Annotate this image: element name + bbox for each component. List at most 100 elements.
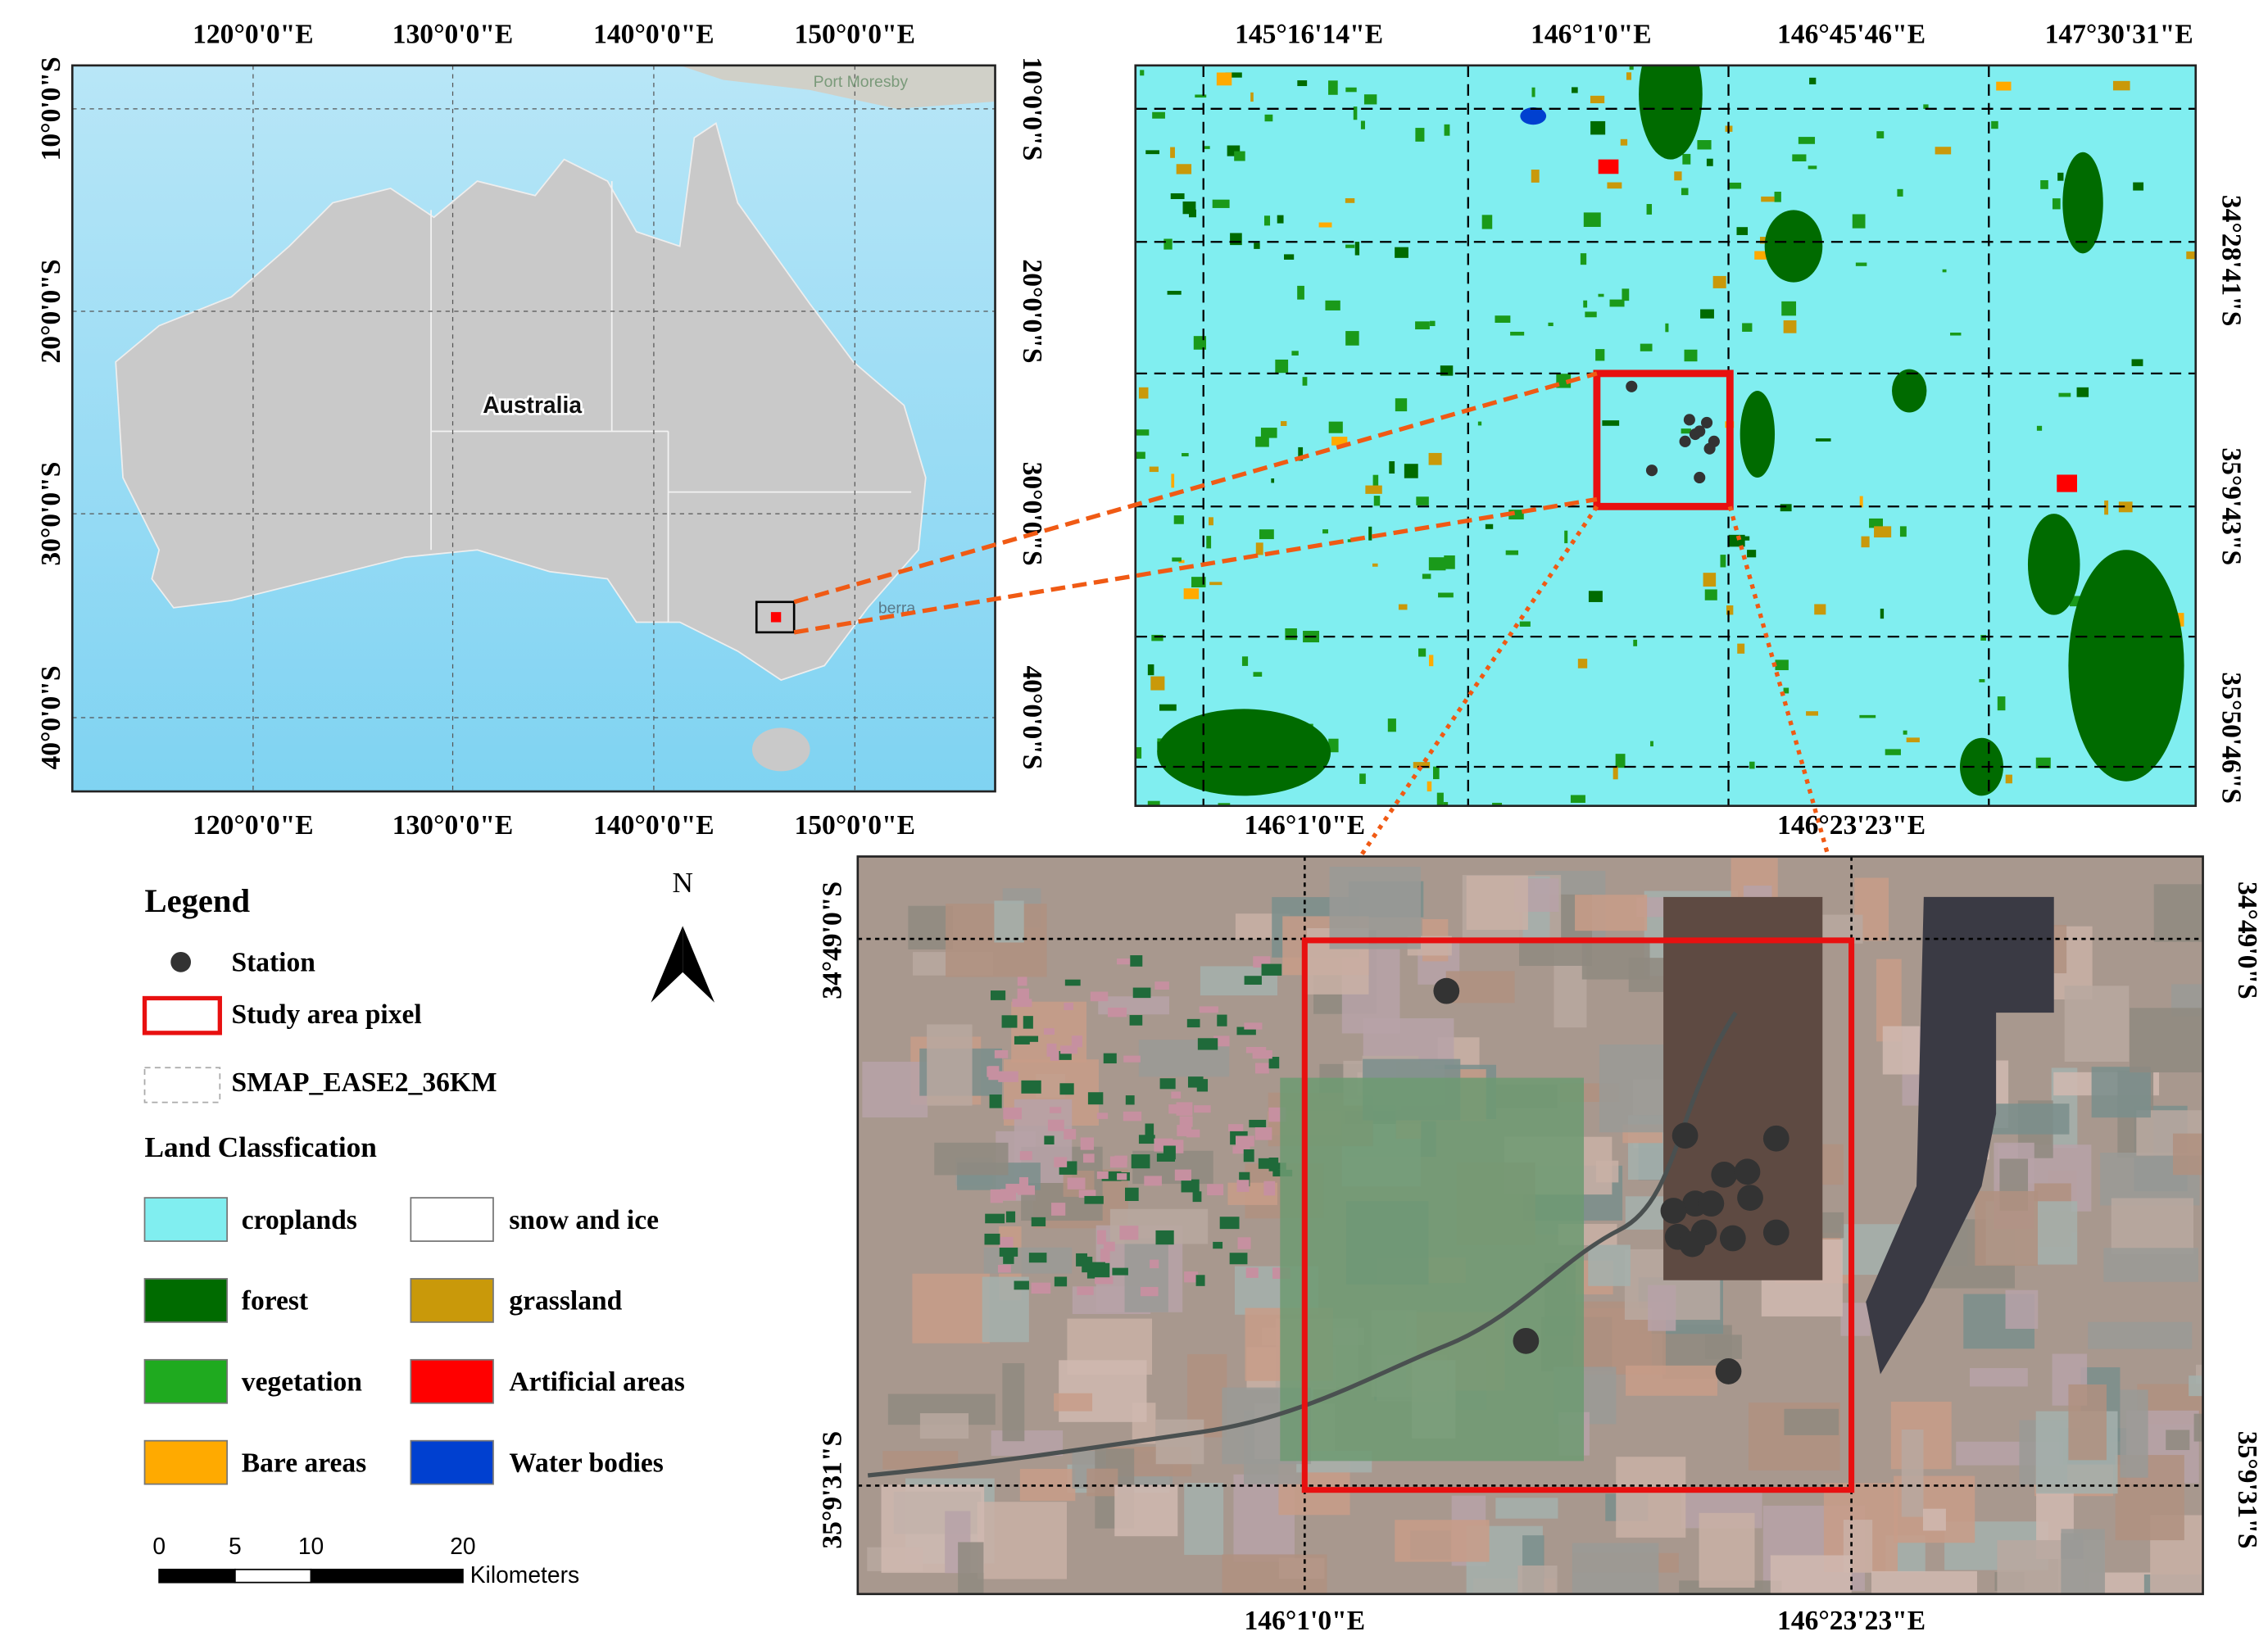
imagery-patch [2153,884,2202,942]
land-patch [1389,461,1395,474]
station [1683,414,1695,426]
crop-field [994,1050,1009,1058]
coordinate-label: 120°0'0"E [193,810,314,841]
crop-field [1086,1262,1105,1270]
land-patch [2104,500,2109,515]
land-patch [1781,301,1797,316]
crop-field [990,1189,1004,1203]
frame [1134,64,2198,808]
connector [793,371,1598,605]
crop-field [1125,1095,1135,1105]
imagery-patch [1059,1360,1147,1422]
legend-text: Station [231,948,315,978]
legend-title: Legend [145,882,251,919]
imagery-patch [983,1247,1073,1274]
crop-field [1194,1105,1211,1113]
crop-field [1245,1267,1259,1278]
dark-field [1866,896,2054,1375]
land-patch [1216,72,1232,86]
land-patch [1646,204,1653,215]
imagery-patch [1599,1045,1672,1133]
land-patch [1991,120,1998,129]
land-patch [1234,151,1245,161]
legend-study-pixel [142,995,222,1035]
land-patch [1387,718,1396,732]
land-patch [1183,588,1200,600]
croplands-bg [1135,65,2196,806]
land-patch [1761,196,1775,202]
station [1734,1158,1761,1185]
land-patch [1588,591,1603,602]
imagery-patch [1086,1468,1118,1497]
crop-field [1129,1015,1143,1026]
land-patch [1297,80,1308,87]
land-patch [1880,608,1885,619]
crop-field [989,1094,1002,1108]
land-patch [1318,222,1332,228]
land-patch [1477,421,1482,426]
land-patch [1595,349,1605,361]
land-patch [1404,464,1418,478]
land-patch [2112,80,2130,91]
crop-field [1067,1177,1086,1190]
land-patch [1206,536,1212,549]
imagery-patch [934,1142,1009,1176]
land-patch [1345,197,1355,203]
imagery-patch [1054,1393,1093,1412]
coordinate-label: 147°30'31"E [2045,19,2193,49]
station [1737,1185,1763,1211]
land-patch [1188,209,1196,218]
forest-patch [1892,369,1927,413]
land-patch [1325,300,1340,310]
land-patch [1585,311,1597,318]
crop-field [1144,1176,1162,1186]
land-patch [1182,453,1189,457]
crop-field [1140,1286,1159,1297]
imagery-patch [1882,1026,1920,1075]
land-patch [1622,288,1630,301]
legend-swatch [410,1439,494,1485]
imagery-patch [2120,1389,2148,1478]
imagery-patch [1975,1190,2039,1266]
crop-field [1064,1002,1073,1011]
crop-field [1101,1171,1122,1181]
coordinate-label: 34°49'0"S [817,881,847,999]
crop-field [1236,1180,1250,1192]
land-patch [1170,193,1185,200]
land-patch [1373,496,1381,506]
imagery-patch [882,1451,959,1470]
land-patch [1395,398,1408,412]
land-patch [1492,802,1503,806]
land-patch [1218,803,1231,806]
land-patch [1720,555,1726,568]
legend-text: snow and ice [509,1205,659,1235]
station [1694,471,1706,484]
land-patch [1548,322,1554,327]
land-patch [1298,446,1304,461]
crop-field [1031,1217,1046,1226]
crop-field [1131,1154,1150,1169]
land-patch [1876,131,1885,138]
land-patch [1979,678,1985,682]
imagery-patch [2091,1067,2151,1118]
land-patch [1809,77,1817,84]
coordinate-label: 140°0'0"E [593,810,714,841]
north-arrow [683,926,715,1003]
crop-field [999,1236,1014,1248]
station [1513,1327,1540,1354]
land-patch [1159,704,1177,711]
crop-field [1017,1185,1036,1195]
crop-field [1097,1230,1106,1244]
land-patch [1151,634,1163,641]
dark-field [1663,896,1823,1280]
land-patch [1328,421,1343,433]
legend-swatch [410,1197,494,1242]
land-patch [1444,555,1455,569]
coordinate-label: 35°50'46"S [2216,672,2247,804]
land-patch [1531,170,1540,183]
scale-segment [234,1568,312,1584]
irrigated-area [1280,1077,1585,1461]
crop-field [1219,1217,1240,1230]
land-patch [1743,536,1750,541]
